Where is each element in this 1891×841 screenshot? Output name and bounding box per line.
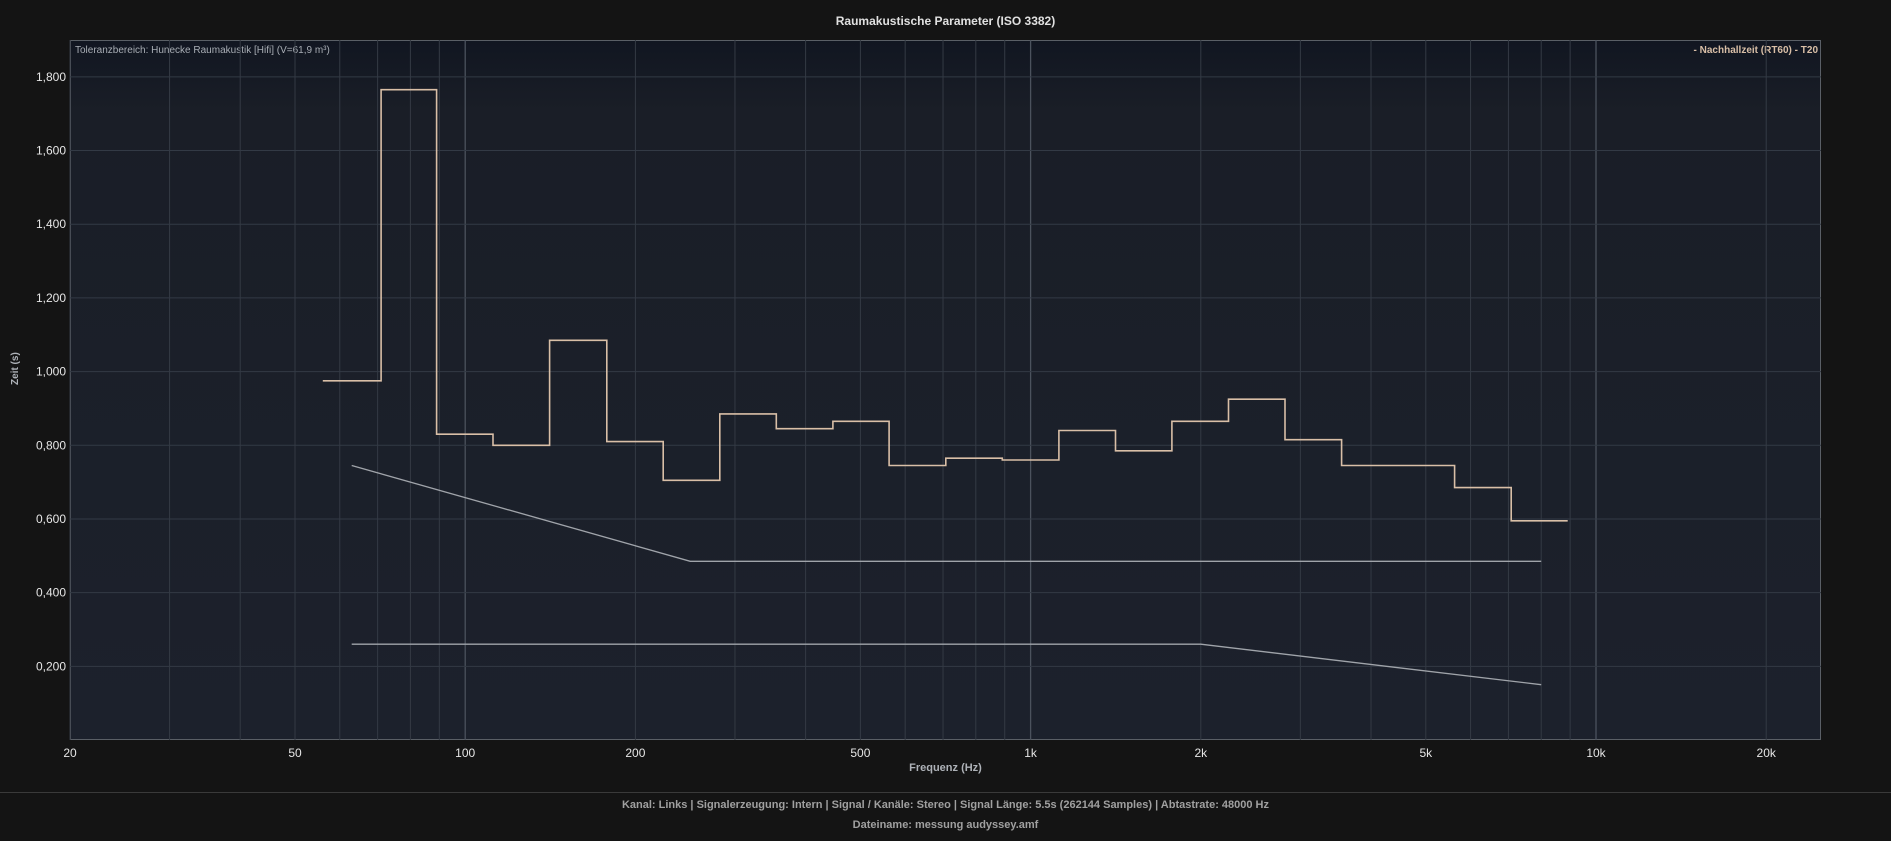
footer-divider: [0, 792, 1891, 793]
y-tick-label: 1,400: [36, 217, 66, 231]
x-tick-label: 20k: [1757, 746, 1777, 760]
x-tick-label: 50: [288, 746, 302, 760]
x-axis-label: Frequenz (Hz): [909, 762, 982, 774]
y-tick-label: 0,400: [36, 586, 66, 600]
x-tick-label: 5k: [1419, 746, 1433, 760]
footer-info: Kanal: Links | Signalerzeugung: Intern |…: [621, 799, 1270, 811]
chart-svg: 20 50 100 200 500 1k 2k 5k 10k 20k 0,200 0,400 0,600…: [36, 40, 1821, 760]
y-tick-label: 1,000: [36, 365, 66, 379]
y-tick-label: 0,600: [36, 512, 66, 526]
tolerance-lower-line: [351, 643, 1542, 686]
legend-entry-rt60[interactable]: - Nachhallzeit (RT60) - T20: [1693, 45, 1818, 56]
grid-layer: [69, 40, 1821, 740]
y-tick-label: 1,800: [36, 70, 66, 84]
x-tick-label: 200: [625, 746, 645, 760]
x-tick-label: 2k: [1194, 746, 1208, 760]
y-tick-label: 0,200: [36, 659, 66, 673]
plot-area: [70, 40, 1821, 740]
y-tick-label: 1,200: [36, 291, 66, 305]
tolerance-label: Toleranzbereich: Hunecke Raumakustik [Hi…: [75, 45, 330, 56]
y-tick-label: 1,600: [36, 144, 66, 158]
tick-layer: 20 50 100 200 500 1k 2k 5k 10k 20k 0,200 0,400 0,600…: [36, 70, 1777, 760]
x-tick-label: 100: [455, 746, 475, 760]
x-tick-label: 20: [63, 746, 77, 760]
y-tick-label: 0,800: [36, 438, 66, 452]
rt60-t20-step-line: [322, 88, 1568, 522]
x-tick-label: 1k: [1024, 746, 1038, 760]
series-layer: [322, 88, 1568, 686]
chart-title: Raumakustische Parameter (ISO 3382): [835, 14, 1056, 28]
footer-filename: Dateiname: messung audyssey.amf: [852, 819, 1039, 831]
x-tick-label: 500: [850, 746, 870, 760]
x-tick-label: 10k: [1586, 746, 1606, 760]
tolerance-upper-line: [351, 464, 1542, 562]
